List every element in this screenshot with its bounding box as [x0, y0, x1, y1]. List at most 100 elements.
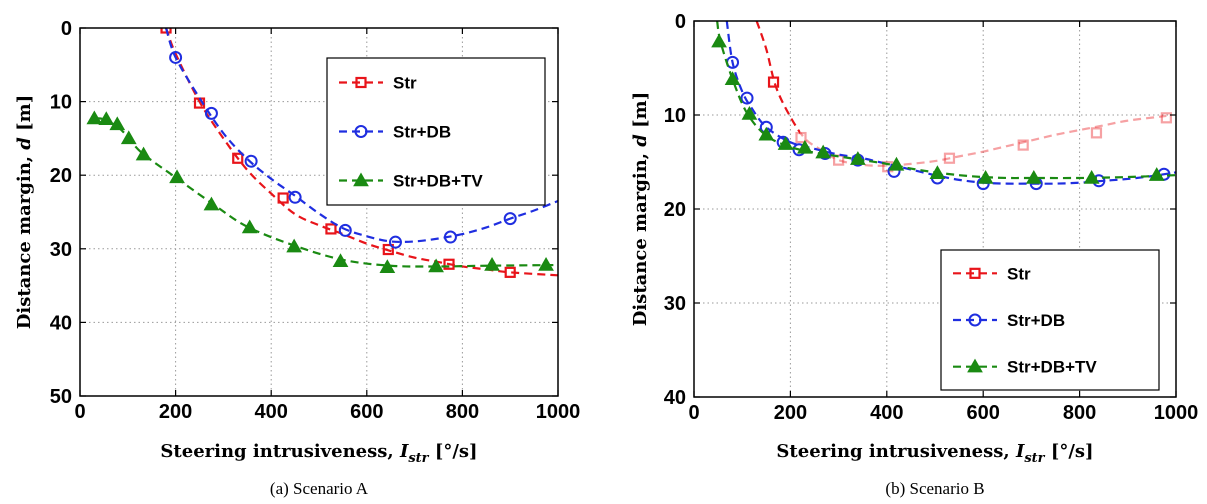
plot-frame	[79, 27, 559, 397]
data-point-str-db-tv	[815, 144, 832, 159]
data-point-str-db-tv	[332, 253, 349, 268]
y-tick-label: 40	[664, 387, 686, 409]
series-line-str	[755, 21, 801, 135]
data-point-str	[795, 131, 807, 144]
data-point-str-db	[169, 50, 183, 64]
data-point-str-db-tv	[741, 106, 758, 120]
data-point-str-db	[244, 154, 258, 168]
x-tick-label: 0	[74, 401, 85, 423]
caption-a: (a) Scenario A	[270, 479, 369, 498]
legend-marker-str-db-tv	[967, 358, 983, 373]
data-point-str-db	[503, 212, 517, 226]
y-tick-label: 10	[664, 105, 686, 127]
data-point-str-db-tv	[977, 169, 994, 184]
chart-scenario-a: 0 200 400 600 800 1000 0 10 20 30 40 50 Steering in…	[14, 18, 580, 498]
data-point-str-db-tv	[888, 156, 905, 171]
legend-label-str-db: Str+DB	[1007, 311, 1065, 330]
data-point-str-db-tv	[98, 111, 115, 126]
data-point-str-db-tv	[850, 151, 866, 165]
data-point-str-db-tv	[758, 126, 775, 141]
x-tick-label: 1000	[1154, 402, 1199, 424]
data-point-str-db	[204, 106, 218, 120]
legend: Str Str+DB Str+DB+TV	[940, 249, 1160, 391]
y-tick-label: 20	[664, 199, 686, 221]
data-point-str-db-tv	[796, 139, 813, 154]
data-point-str-db-tv	[86, 110, 103, 125]
legend-label-str-db: Str+DB	[393, 123, 451, 142]
data-point-str-db-tv	[1083, 169, 1100, 184]
data-point-str-db-tv	[135, 146, 152, 161]
data-point-str	[1160, 112, 1172, 124]
y-tick-label: 50	[50, 386, 72, 408]
y-axis-label: Distance margin, d [m]	[630, 92, 651, 327]
data-point-str-db-tv	[169, 169, 185, 184]
legend-label-str-db-tv: Str+DB+TV	[393, 172, 483, 191]
data-point-str-db-tv	[428, 258, 444, 273]
legend: Str Str+DB Str+DB+TV	[326, 57, 546, 206]
data-point-str-db-tv	[777, 136, 794, 150]
legend-box	[326, 57, 546, 206]
data-point-str-db-tv	[538, 256, 554, 271]
x-tick-label: 200	[159, 401, 192, 423]
y-tick-label: 30	[50, 239, 72, 261]
data-point-str	[767, 76, 780, 88]
data-point-str-db-tv	[286, 238, 303, 253]
data-point-str-db-tv	[203, 196, 220, 211]
y-tick-label: 40	[50, 312, 72, 334]
y-tick-label: 0	[675, 11, 686, 33]
data-point-str-db-tv	[484, 256, 500, 271]
legend-marker-str	[355, 76, 367, 89]
series-line-str-db	[164, 28, 558, 244]
data-point-str-db-tv	[241, 219, 258, 234]
legend-marker-str-db	[354, 125, 368, 138]
data-point-str-db-tv	[1148, 167, 1165, 181]
data-point-str-db-tv	[120, 130, 137, 145]
data-point-str	[382, 243, 394, 256]
data-point-str-db-tv	[1025, 169, 1042, 184]
x-tick-label: 200	[774, 402, 807, 424]
data-point-str-db-tv	[929, 165, 946, 180]
data-point-str-db-tv	[724, 71, 741, 86]
y-tick-label: 10	[50, 92, 72, 114]
data-point-str-db	[288, 190, 302, 204]
series-line-str-db	[725, 21, 1176, 185]
x-tick-label: 1000	[536, 401, 581, 423]
data-point-str-db-tv	[711, 33, 727, 48]
legend-label-str: Str	[393, 74, 417, 93]
x-axis-label: Steering intrusiveness, Istr [°/s]	[776, 441, 1093, 466]
caption-b: (b) Scenario B	[885, 479, 984, 498]
x-tick-label: 800	[446, 401, 479, 423]
data-point-str-db-tv	[109, 116, 126, 131]
y-axis-label: Distance margin, d [m]	[14, 95, 35, 330]
legend-marker-str	[969, 267, 981, 279]
data-point-str	[232, 152, 244, 164]
x-tick-label: 600	[967, 402, 1000, 424]
y-tick-label: 30	[664, 293, 686, 315]
data-point-str	[277, 192, 289, 204]
chart-scenario-b: 0 200 400 600 800 1000 0 10 20 30 40 Steering intr…	[630, 11, 1198, 498]
legend-label-str: Str	[1007, 264, 1031, 283]
data-point-str-db	[443, 230, 457, 244]
data-point-str	[443, 258, 455, 270]
data-point-str-db-tv	[379, 259, 396, 273]
legend-label-str-db-tv: Str+DB+TV	[1007, 358, 1097, 377]
x-tick-label: 600	[350, 401, 383, 423]
data-point-str	[160, 28, 172, 34]
y-tick-label: 20	[50, 165, 72, 187]
data-point-str	[943, 152, 956, 164]
legend-marker-str-db-tv	[353, 172, 369, 187]
x-tick-label: 400	[255, 401, 288, 423]
x-tick-label: 400	[870, 402, 903, 424]
x-tick-label: 800	[1063, 402, 1096, 424]
data-point-str	[1017, 139, 1029, 151]
x-tick-label: 0	[688, 402, 699, 424]
data-point-str-db	[388, 235, 402, 249]
y-tick-label: 0	[61, 18, 72, 40]
data-point-str	[1090, 127, 1103, 139]
series-line-str-faded	[800, 114, 1167, 167]
data-point-str-db	[740, 91, 754, 105]
data-point-str-db	[338, 223, 352, 237]
legend-marker-str-db	[968, 313, 982, 327]
x-axis-label: Steering intrusiveness, Istr [°/s]	[160, 441, 477, 466]
